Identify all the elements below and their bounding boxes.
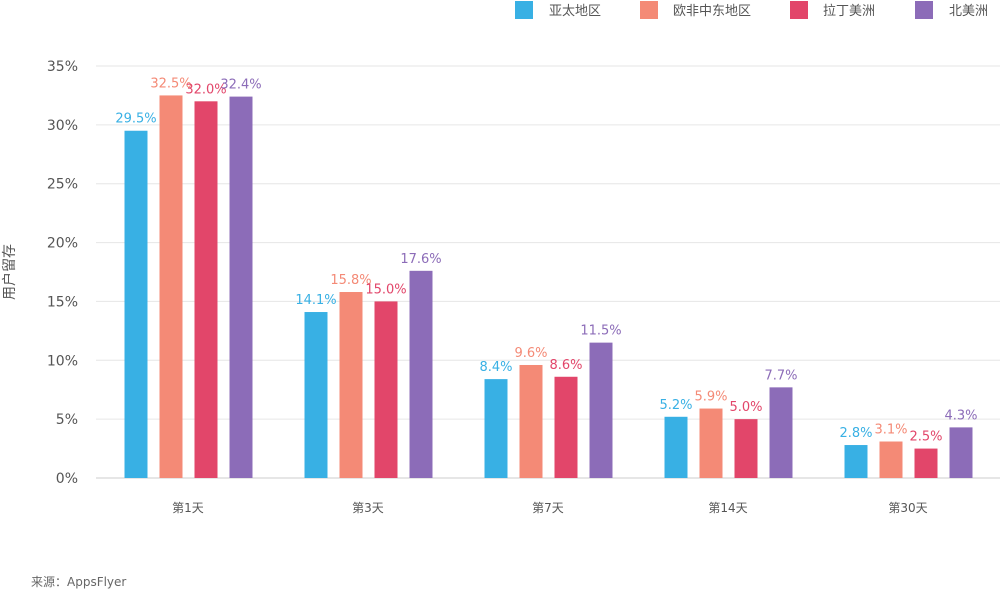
y-tick-label: 35%	[47, 59, 78, 75]
bar	[194, 101, 218, 479]
bar	[664, 416, 688, 478]
bar	[229, 96, 253, 478]
data-label: 15.0%	[365, 282, 406, 297]
y-tick-label: 10%	[47, 353, 78, 369]
data-label: 4.3%	[944, 408, 977, 423]
y-tick-label: 15%	[47, 294, 78, 310]
data-label: 15.8%	[330, 273, 371, 288]
bar	[844, 445, 868, 478]
legend-label: 北美洲	[949, 4, 988, 19]
data-label: 29.5%	[115, 112, 156, 127]
data-label: 32.4%	[220, 78, 261, 93]
bar	[374, 301, 398, 478]
data-label: 32.0%	[185, 82, 226, 97]
y-tick-label: 25%	[47, 177, 78, 193]
data-label: 14.1%	[295, 293, 336, 308]
source-note: 来源：AppsFlyer	[31, 575, 126, 589]
legend-swatch	[915, 1, 933, 19]
data-label: 7.7%	[764, 368, 797, 383]
bar	[879, 441, 903, 478]
bar	[949, 427, 973, 478]
data-label: 3.1%	[874, 423, 907, 438]
legend-label: 亚太地区	[549, 4, 601, 19]
legend-swatch	[790, 1, 808, 19]
data-label: 5.9%	[694, 390, 727, 405]
bar	[409, 270, 433, 478]
bar	[159, 95, 183, 478]
bar	[914, 448, 938, 478]
x-tick-label: 第3天	[352, 501, 384, 515]
bar	[554, 376, 578, 478]
x-tick-label: 第30天	[888, 501, 927, 515]
bar	[124, 130, 148, 478]
bar	[734, 419, 758, 478]
bar	[769, 387, 793, 478]
data-label: 5.2%	[659, 398, 692, 413]
y-tick-label: 20%	[47, 236, 78, 252]
y-axis-label: 用户留存	[1, 244, 18, 300]
y-tick-label: 5%	[56, 412, 78, 428]
legend-swatch	[640, 1, 658, 19]
legend-swatch	[515, 1, 533, 19]
data-label: 2.5%	[909, 430, 942, 445]
bar	[699, 408, 723, 478]
x-tick-label: 第14天	[708, 501, 747, 515]
data-label: 9.6%	[514, 346, 547, 361]
data-label: 5.0%	[729, 400, 762, 415]
bar	[484, 379, 508, 478]
x-tick-label: 第7天	[532, 501, 564, 515]
x-tick-label: 第1天	[172, 501, 204, 515]
y-tick-label: 0%	[56, 471, 78, 487]
data-label: 2.8%	[839, 426, 872, 441]
data-label: 32.5%	[150, 76, 191, 91]
legend-label: 欧非中东地区	[673, 4, 751, 19]
legend-label: 拉丁美洲	[823, 4, 875, 19]
bar	[339, 292, 363, 478]
data-label: 11.5%	[580, 324, 621, 339]
data-label: 8.6%	[549, 358, 582, 373]
y-tick-label: 30%	[47, 118, 78, 134]
data-label: 8.4%	[479, 360, 512, 375]
bar	[519, 364, 543, 478]
bar	[304, 312, 328, 478]
data-label: 17.6%	[400, 252, 441, 267]
bar	[589, 342, 613, 478]
